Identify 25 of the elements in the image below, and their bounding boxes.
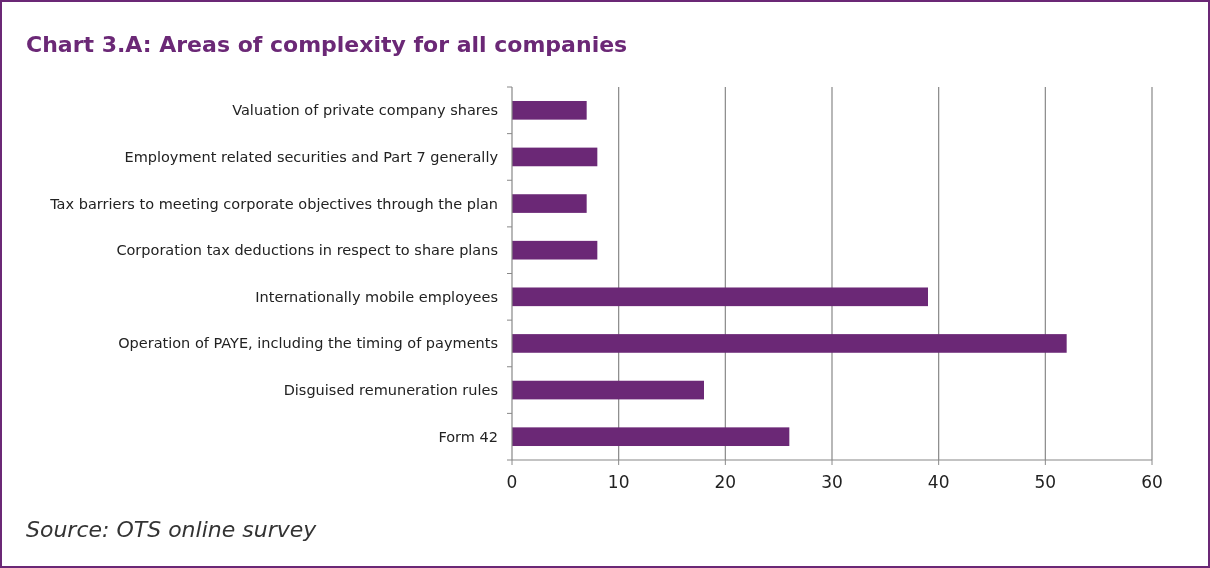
bar (512, 194, 587, 213)
y-tick-label: Operation of PAYE, including the timing of payments (118, 335, 498, 352)
y-tick-label: Corporation tax deductions in respect to share plans (116, 242, 498, 259)
y-tick-label: Tax barriers to meeting corporate objectives through the plan (49, 195, 498, 212)
x-tick-label: 60 (1141, 472, 1163, 492)
bar (512, 240, 598, 260)
bar (512, 334, 1067, 353)
bar (512, 147, 598, 167)
bar (512, 100, 587, 120)
y-tick-label: Employment related securities and Part 7 generally (124, 148, 499, 165)
y-tick-label: Valuation of private company shares (232, 102, 498, 119)
bar (512, 427, 790, 447)
y-tick-label: Disguised remuneration rules (283, 382, 498, 399)
x-tick-label: 40 (927, 472, 950, 492)
x-tick-label: 0 (506, 472, 518, 492)
y-tick-label: Form 42 (438, 428, 498, 445)
text: Chart 3.A: Areas of complexity for all companies (26, 32, 628, 57)
x-tick-label: 50 (1034, 472, 1057, 492)
x-tick-label: 10 (607, 472, 630, 492)
bar (512, 380, 704, 400)
source-note: Source: OTS online survey (26, 517, 318, 542)
x-tick-label: 20 (714, 472, 737, 492)
y-tick-label: Internationally mobile employees (255, 288, 498, 305)
x-tick-label: 30 (821, 472, 843, 492)
bar (512, 287, 928, 307)
